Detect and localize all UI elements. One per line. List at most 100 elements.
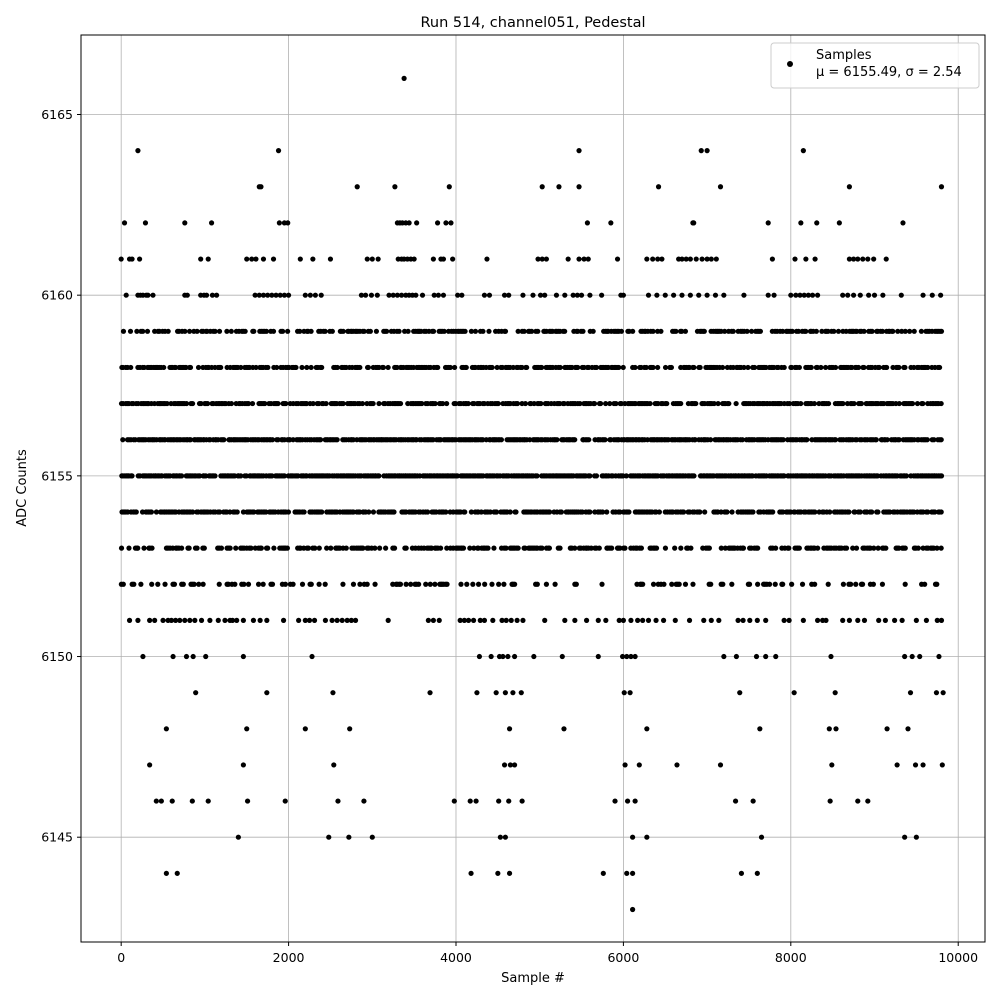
data-point bbox=[895, 328, 901, 334]
data-point bbox=[340, 400, 346, 407]
data-point bbox=[556, 184, 562, 190]
data-point bbox=[205, 798, 211, 804]
data-point bbox=[318, 292, 324, 298]
data-point bbox=[905, 726, 911, 732]
data-point bbox=[755, 581, 761, 587]
data-point bbox=[431, 292, 437, 298]
data-point bbox=[234, 617, 240, 623]
data-point bbox=[502, 690, 508, 696]
legend-series-name: Samples bbox=[816, 48, 872, 63]
y-tick-label: 6155 bbox=[41, 468, 73, 483]
data-point bbox=[896, 364, 902, 371]
data-point bbox=[659, 256, 665, 262]
data-point bbox=[432, 400, 438, 407]
data-point bbox=[171, 581, 178, 587]
data-point bbox=[925, 509, 931, 515]
data-point bbox=[468, 870, 474, 876]
data-point bbox=[704, 256, 710, 262]
data-point bbox=[322, 617, 329, 623]
data-point bbox=[576, 148, 582, 154]
legend-box bbox=[770, 42, 980, 89]
data-point bbox=[252, 292, 258, 298]
data-point bbox=[427, 581, 433, 587]
data-point bbox=[454, 473, 461, 479]
data-point bbox=[487, 509, 493, 515]
legend-stats: μ = 6155.49, σ = 2.54 bbox=[816, 65, 962, 80]
data-point bbox=[622, 762, 628, 768]
data-point bbox=[304, 364, 310, 371]
data-point bbox=[249, 256, 255, 262]
data-point bbox=[599, 581, 605, 587]
data-point bbox=[377, 545, 383, 551]
data-point bbox=[747, 617, 753, 623]
data-point bbox=[275, 148, 282, 154]
data-point bbox=[572, 545, 578, 551]
data-point bbox=[397, 581, 404, 587]
data-point bbox=[308, 581, 314, 587]
data-point bbox=[763, 653, 769, 660]
data-point bbox=[244, 726, 250, 732]
data-point bbox=[857, 292, 863, 298]
data-point bbox=[475, 581, 482, 587]
data-point bbox=[461, 617, 467, 623]
data-point bbox=[187, 617, 193, 623]
data-point bbox=[530, 292, 536, 298]
data-point bbox=[209, 292, 216, 298]
data-point bbox=[240, 653, 246, 660]
data-point bbox=[850, 256, 857, 262]
data-point bbox=[938, 292, 944, 298]
data-point bbox=[938, 328, 945, 334]
data-point bbox=[319, 509, 325, 515]
data-point bbox=[814, 220, 820, 226]
data-point bbox=[515, 328, 521, 334]
data-point bbox=[329, 328, 335, 334]
data-point bbox=[197, 473, 203, 479]
data-point bbox=[198, 617, 205, 623]
data-point bbox=[913, 617, 919, 623]
data-point bbox=[720, 581, 726, 587]
data-point bbox=[126, 545, 132, 551]
data-point bbox=[446, 184, 452, 190]
data-point bbox=[189, 400, 196, 407]
data-point bbox=[153, 509, 160, 515]
data-point bbox=[170, 653, 176, 660]
data-point bbox=[603, 400, 609, 407]
data-point bbox=[215, 617, 221, 623]
data-point bbox=[350, 581, 357, 587]
data-point bbox=[832, 364, 839, 371]
data-point bbox=[218, 545, 225, 551]
data-point bbox=[609, 545, 615, 551]
data-point bbox=[683, 256, 689, 262]
data-point bbox=[766, 581, 773, 587]
data-point bbox=[269, 581, 276, 587]
data-point bbox=[539, 184, 545, 190]
data-point bbox=[933, 690, 940, 696]
data-point bbox=[260, 292, 267, 298]
data-point bbox=[155, 581, 161, 587]
data-point bbox=[542, 617, 548, 623]
data-point bbox=[741, 292, 747, 298]
data-point bbox=[880, 292, 886, 298]
data-point bbox=[184, 292, 190, 298]
data-point bbox=[826, 726, 832, 732]
data-point bbox=[902, 653, 908, 660]
data-point bbox=[587, 292, 593, 298]
data-point bbox=[632, 653, 638, 660]
data-point bbox=[343, 545, 349, 551]
data-point bbox=[285, 220, 291, 226]
data-point bbox=[195, 364, 202, 371]
data-point bbox=[503, 617, 509, 623]
data-point bbox=[846, 509, 852, 515]
data-point bbox=[911, 328, 917, 334]
data-point bbox=[578, 292, 585, 298]
data-point bbox=[576, 184, 582, 190]
data-point bbox=[662, 364, 669, 371]
data-point bbox=[590, 328, 596, 334]
data-point bbox=[462, 328, 468, 334]
data-point bbox=[557, 364, 563, 371]
data-point bbox=[486, 292, 493, 298]
data-point bbox=[390, 292, 396, 298]
data-point bbox=[620, 292, 627, 298]
data-point bbox=[661, 581, 667, 587]
